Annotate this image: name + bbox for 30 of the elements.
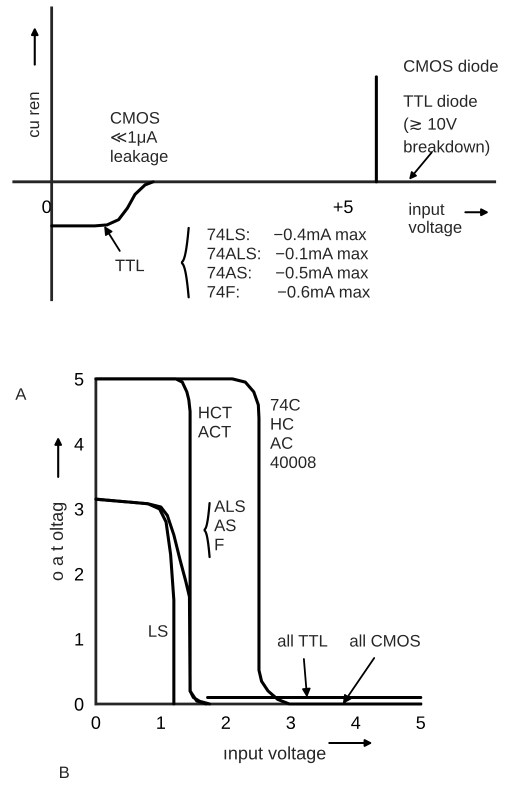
annotation: all TTL bbox=[278, 634, 328, 647]
annotation: HCT ACT bbox=[198, 406, 232, 438]
x-tick-label: +5 bbox=[334, 200, 353, 214]
y-tick-label: 1 bbox=[75, 633, 84, 646]
y-tick-label: 0 bbox=[74, 698, 84, 711]
y-tick-label: 4 bbox=[74, 438, 84, 450]
text: A bbox=[15, 388, 26, 400]
annotation: all CMOS bbox=[350, 634, 420, 647]
x-tick-label: 2 bbox=[222, 716, 230, 729]
x-tick-label: 4 bbox=[351, 716, 360, 729]
x-axis-title: ınput voltage bbox=[224, 746, 326, 764]
y-tick-label: 3 bbox=[74, 502, 84, 516]
x-axis-title: input voltage bbox=[408, 202, 462, 236]
x-tick-label: 1 bbox=[157, 716, 165, 729]
y-axis-title: cu ren bbox=[30, 92, 40, 138]
y-tick-label: 2 bbox=[74, 568, 84, 580]
y-tick-label: 5 bbox=[74, 373, 84, 386]
annotation: 74C HC AC 40008 bbox=[270, 398, 316, 468]
annotation: TTL bbox=[115, 260, 144, 272]
text: B bbox=[60, 766, 69, 778]
annotation: LS bbox=[149, 625, 168, 637]
annotation: TTL diode (≳ 10V breakdown) bbox=[404, 94, 490, 156]
x-tick-label: 3 bbox=[286, 716, 296, 730]
text: CMOS diode bbox=[404, 60, 498, 72]
y-axis-title: o a t oltag bbox=[50, 502, 67, 580]
x-tick-label: 0 bbox=[92, 716, 100, 730]
annotation: CMOS ≪1μA leakage bbox=[110, 112, 168, 166]
annotation: ALS AS F bbox=[214, 500, 245, 550]
x-tick-label: 5 bbox=[416, 716, 426, 730]
text: 74LS: −0.4mA max 74ALS: −0.1mA max 74AS: −0.5mA max 74F: −0.6mA max bbox=[208, 228, 370, 298]
